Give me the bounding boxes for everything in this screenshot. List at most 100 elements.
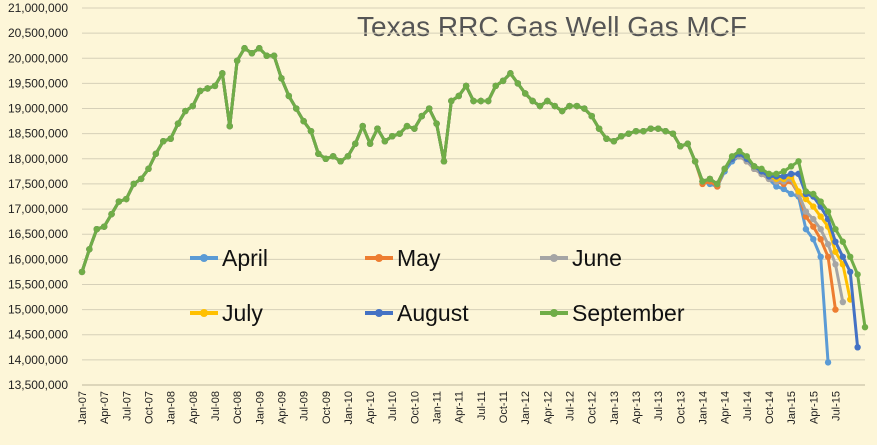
data-point-april [787, 190, 795, 198]
x-tick-label: Oct-11 [498, 391, 510, 423]
data-point-september [780, 168, 787, 175]
data-point-september [425, 105, 433, 112]
data-point-june [802, 208, 810, 215]
data-point-june [832, 261, 839, 268]
data-point-september [389, 132, 396, 140]
legend-label: April [222, 245, 268, 271]
data-point-may [824, 253, 832, 261]
x-tick-label: Oct-13 [675, 391, 687, 424]
data-point-september [581, 105, 588, 112]
data-point-september [374, 125, 381, 132]
data-point-september [462, 82, 470, 90]
data-point-september [610, 138, 618, 145]
data-point-september [137, 175, 145, 183]
data-point-september [322, 155, 329, 162]
data-point-september [93, 225, 100, 233]
data-point-august [847, 268, 854, 276]
x-tick-label: Jul-08 [210, 391, 222, 421]
data-point-september [529, 97, 536, 105]
data-point-september [773, 170, 780, 178]
data-point-august [832, 238, 839, 245]
legend: April May June July August September [190, 245, 685, 326]
data-point-august [839, 253, 847, 261]
x-tick-label: Oct-07 [143, 391, 155, 424]
data-point-september [411, 125, 418, 132]
x-tick-label: Jan-13 [609, 391, 621, 425]
data-point-april [817, 253, 824, 261]
x-tick-label: Apr-12 [542, 391, 554, 424]
data-point-august [780, 173, 787, 180]
data-point-september [285, 92, 293, 100]
x-tick-label: Jul-14 [742, 391, 754, 421]
data-point-september [418, 112, 425, 120]
data-point-september [152, 150, 160, 157]
chart-title: Texas RRC Gas Well Gas MCF [357, 11, 747, 42]
data-point-september [551, 102, 558, 110]
x-tick-label: Jul-15 [830, 391, 842, 421]
data-point-september [233, 57, 241, 64]
series-line-june [80, 46, 845, 303]
y-tick-label: 13,500,000 [8, 378, 68, 392]
data-point-july [802, 195, 810, 203]
legend-label: August [397, 300, 469, 326]
data-point-september [595, 125, 603, 132]
data-point-september [315, 150, 322, 157]
data-point-september [588, 112, 595, 120]
data-point-september [750, 163, 758, 170]
data-point-september [603, 135, 610, 142]
data-point-september [632, 127, 640, 135]
legend-swatch-marker [550, 309, 558, 317]
y-tick-label: 14,000,000 [8, 353, 68, 367]
x-tick-label: Apr-14 [720, 391, 732, 424]
data-point-september [470, 97, 477, 105]
x-tick-label: Oct-10 [409, 391, 421, 424]
data-point-september [366, 140, 374, 147]
data-point-april [802, 225, 810, 233]
data-point-september [795, 158, 802, 165]
data-point-september [278, 75, 285, 82]
data-point-september [544, 97, 551, 105]
legend-item-september: September [540, 300, 685, 326]
data-point-september [100, 223, 108, 230]
data-point-september [743, 153, 751, 160]
y-tick-label: 18,500,000 [8, 127, 68, 141]
data-point-september [765, 170, 773, 178]
data-point-september [492, 82, 499, 90]
y-tick-label: 17,000,000 [8, 202, 68, 216]
x-tick-label: Apr-15 [808, 391, 820, 424]
x-tick-label: Jul-12 [565, 391, 577, 421]
y-tick-label: 19,000,000 [8, 102, 68, 116]
data-point-september [307, 127, 315, 135]
x-tick-label: Jul-13 [653, 391, 665, 421]
data-point-september [736, 148, 743, 155]
x-tick-label: Jul-10 [387, 391, 399, 421]
y-tick-label: 15,000,000 [8, 303, 68, 317]
data-point-september [573, 102, 581, 110]
x-tick-label: Jan-15 [786, 391, 798, 425]
x-axis-ticks: Jan-07 Apr-07 Jul-07 Oct-07 Jan-08 Apr-08 Jul-… [77, 391, 842, 425]
data-point-september [566, 102, 573, 110]
data-point-september [507, 70, 514, 77]
data-point-may [832, 306, 839, 313]
x-tick-label: Jan-11 [432, 391, 444, 424]
legend-label: July [222, 300, 263, 326]
gridlines [82, 7, 865, 386]
data-point-september [824, 208, 832, 215]
x-tick-label: Apr-11 [454, 391, 466, 423]
legend-label: June [572, 245, 622, 271]
legend-label: May [397, 245, 441, 271]
data-point-june [824, 241, 832, 248]
data-point-july [832, 248, 839, 255]
data-point-september [86, 246, 93, 253]
data-point-september [241, 45, 248, 52]
data-point-september [352, 140, 359, 147]
data-point-september [174, 120, 182, 127]
legend-item-june: June [540, 245, 622, 271]
data-point-may [817, 236, 824, 243]
data-point-september [691, 158, 699, 165]
data-point-july [810, 203, 817, 210]
y-tick-label: 14,500,000 [8, 328, 68, 342]
data-point-september [226, 122, 233, 130]
